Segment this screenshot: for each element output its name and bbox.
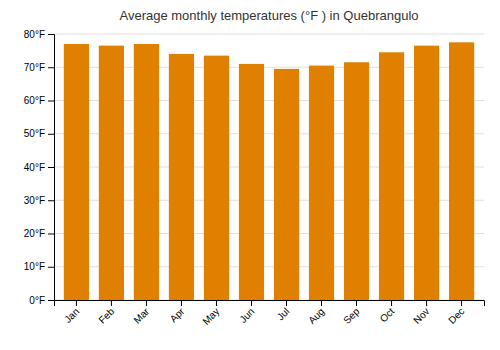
- bars: [64, 42, 474, 300]
- x-tick: Jun: [237, 300, 256, 325]
- y-tick-mark: [48, 234, 54, 235]
- y-tick: 60°F: [24, 95, 54, 106]
- x-tick: Feb: [96, 300, 116, 326]
- y-tick: 10°F: [24, 261, 54, 272]
- bar: [99, 46, 124, 300]
- x-tick: Jan: [62, 300, 81, 325]
- grid-line: [54, 34, 484, 35]
- x-tick-mark: [426, 300, 427, 306]
- x-tick-mark: [356, 300, 357, 306]
- x-tick: Jul: [275, 300, 292, 322]
- y-tick-label: 30°F: [24, 195, 45, 206]
- x-tick-mark: [216, 300, 217, 306]
- y-axis-line: [48, 35, 55, 301]
- x-tick-label: Jul: [275, 306, 292, 323]
- x-tick-label: Mar: [131, 305, 151, 325]
- x-tick: Sep: [341, 300, 362, 326]
- bar: [169, 54, 194, 300]
- bar: [274, 69, 299, 300]
- y-tick-mark: [48, 67, 54, 68]
- x-tick-label: Nov: [411, 306, 431, 326]
- y-tick: 20°F: [24, 228, 54, 239]
- x-tick-label: Oct: [378, 306, 397, 325]
- x-axis-line: [55, 301, 485, 307]
- y-tick: 40°F: [24, 162, 54, 173]
- x-tick-mark: [181, 300, 182, 306]
- y-tick-mark: [48, 200, 54, 201]
- x-tick: Mar: [131, 300, 151, 326]
- x-tick-mark: [391, 300, 392, 306]
- x-tick-label: Sep: [341, 305, 362, 326]
- x-tick-label: Dec: [446, 306, 466, 326]
- y-tick-label: 60°F: [24, 95, 45, 106]
- grid: [54, 34, 484, 300]
- y-tick: 70°F: [24, 62, 54, 73]
- x-axis: Jan Feb Mar Apr May Jun Jul Aug Sep Oct Nov Dec: [55, 300, 485, 327]
- x-tick: Oct: [378, 300, 397, 324]
- y-tick: 0°F: [29, 295, 54, 306]
- bar: [414, 46, 439, 300]
- y-tick-label: 0°F: [29, 295, 45, 306]
- x-tick-label: Aug: [306, 306, 326, 326]
- x-tick-label: May: [200, 306, 221, 327]
- bar: [379, 52, 404, 300]
- x-tick: May: [200, 300, 221, 327]
- y-tick-mark: [48, 300, 54, 301]
- x-tick-mark: [76, 300, 77, 306]
- x-tick-label: Apr: [168, 305, 187, 324]
- x-tick-mark: [251, 300, 252, 306]
- y-tick-label: 20°F: [24, 228, 45, 239]
- y-tick-mark: [48, 267, 54, 268]
- x-tick-mark: [461, 300, 462, 306]
- x-tick: Aug: [306, 300, 326, 326]
- bar: [134, 44, 159, 300]
- plot-area: 0°F 10°F 20°F 30°F 40°F 50°F 60°F 70°F 80°F Jan Fe…: [24, 29, 485, 327]
- bar: [64, 44, 89, 300]
- bar: [239, 64, 264, 300]
- y-tick-label: 70°F: [24, 62, 45, 73]
- x-tick: Nov: [411, 300, 431, 326]
- y-tick-mark: [48, 167, 54, 168]
- x-tick: Dec: [446, 300, 466, 326]
- x-tick-mark: [146, 300, 147, 306]
- y-tick: 50°F: [24, 128, 54, 139]
- y-axis: 0°F 10°F 20°F 30°F 40°F 50°F 60°F 70°F 80°F: [24, 29, 55, 306]
- y-tick-label: 80°F: [24, 29, 45, 40]
- y-tick: 80°F: [24, 29, 54, 40]
- x-tick: Apr: [168, 300, 187, 324]
- y-tick: 30°F: [24, 195, 54, 206]
- y-tick-mark: [48, 101, 54, 102]
- chart-title: Average monthly temperatures (°F ) in Qu…: [119, 8, 418, 23]
- x-tick-mark: [321, 300, 322, 306]
- bar: [344, 62, 369, 300]
- chart-container: Average monthly temperatures (°F ) in Qu…: [0, 0, 500, 350]
- y-tick-label: 10°F: [24, 261, 45, 272]
- y-tick-label: 50°F: [24, 128, 45, 139]
- chart-svg: Average monthly temperatures (°F ) in Qu…: [0, 0, 500, 350]
- x-tick-label: Feb: [96, 305, 116, 325]
- x-tick-label: Jan: [62, 306, 81, 325]
- x-tick-label: Jun: [237, 306, 256, 325]
- bar: [449, 42, 474, 300]
- y-tick-label: 40°F: [24, 162, 45, 173]
- bar: [204, 56, 229, 300]
- x-tick-mark: [111, 300, 112, 306]
- y-tick-mark: [48, 34, 54, 35]
- y-tick-mark: [48, 134, 54, 135]
- bar: [309, 66, 334, 300]
- x-tick-mark: [286, 300, 287, 306]
